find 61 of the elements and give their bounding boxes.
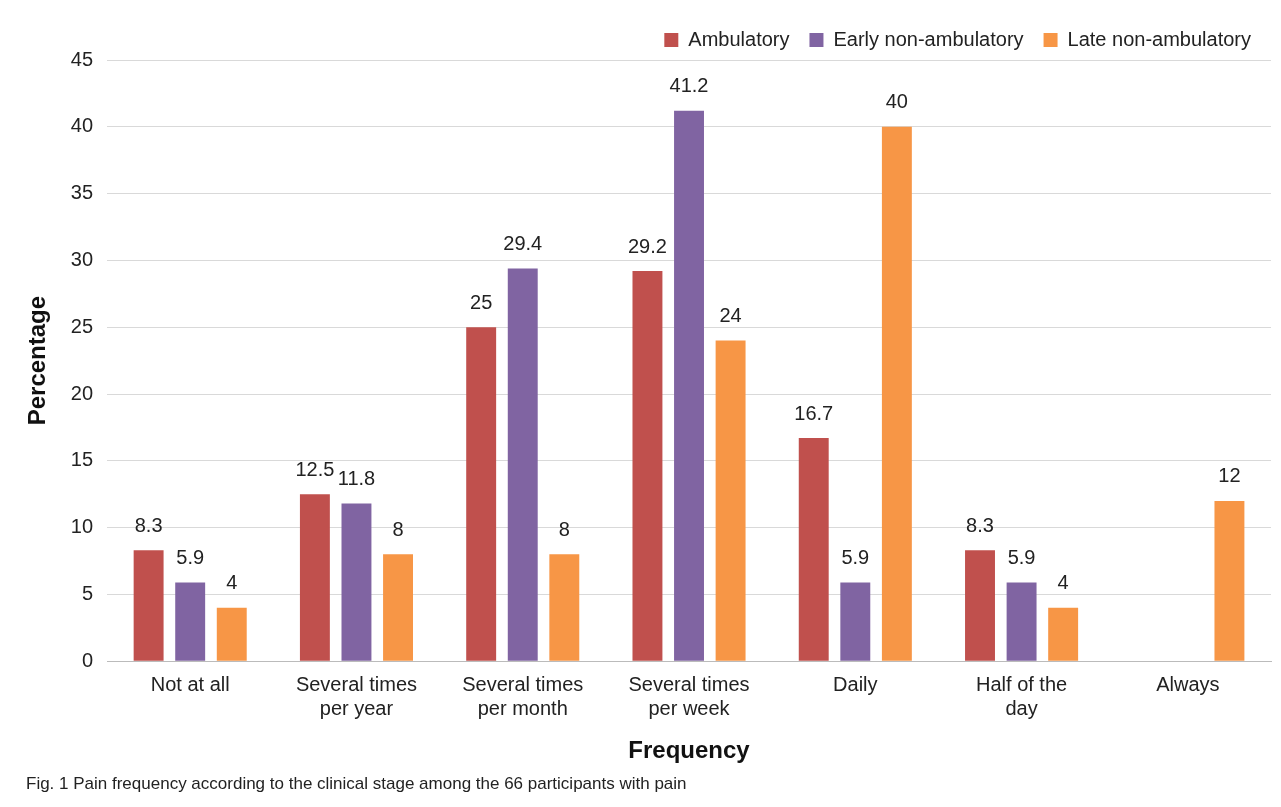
y-tick-label: 0 [81,648,94,671]
data-label: 24 [719,304,742,327]
bar [383,554,413,661]
data-label: 29.2 [627,234,667,257]
x-tick-label: Half of the day [976,672,1068,719]
caption: Fig. 1 Pain frequency according to the clinical stage among the 66 participants with pain [26,774,687,794]
bar [1214,500,1245,661]
x-tick-label: Not at all [150,672,230,695]
data-label: 16.7 [794,401,834,424]
bar [881,126,912,661]
bar [632,271,663,661]
data-label: 25 [470,290,493,313]
y-tick-label: 45 [70,47,94,70]
y-tick-label: 10 [70,515,94,538]
y-tick-label: 25 [70,314,94,337]
bar [798,438,829,661]
data-label: 29.4 [503,231,543,254]
data-label: 8.3 [134,513,163,536]
bar [1048,607,1079,661]
bar [133,550,164,661]
bar [466,327,497,661]
bar [965,550,995,661]
y-tick-label: 15 [70,448,94,471]
data-label: 40 [885,90,908,113]
x-axis-title: Frequency [628,736,751,764]
data-label: 4 [226,571,238,594]
data-label: 12.5 [295,457,335,480]
y-tick-label: 35 [70,181,94,204]
data-label: 12 [1218,464,1241,487]
data-label: 5.9 [1007,545,1036,568]
bar [507,268,538,661]
bar [299,494,330,661]
bar [674,110,704,661]
data-label: 11.8 [337,467,376,490]
bar [549,554,580,661]
bar [216,607,247,661]
bar [840,582,871,661]
x-tick-label: Daily [833,672,878,695]
legend-label: Early non-ambulatory [833,27,1024,50]
y-tick-label: 5 [81,581,94,604]
y-axis-title: Percentage [23,295,51,426]
data-label: 4 [1057,571,1069,594]
legend-label: Ambulatory [688,27,790,50]
bar [341,503,372,661]
x-tick-label: Several times per year [295,672,418,719]
bar [175,582,206,661]
x-tick-label: Always [1156,672,1220,695]
data-label: 5.9 [841,545,870,568]
legend-label: Late non-ambulatory [1067,27,1252,50]
y-tick-label: 20 [70,381,94,404]
data-label: 8 [558,517,570,540]
data-label: 41.2 [669,74,709,97]
data-label: 8.3 [966,513,994,536]
bar [1006,582,1037,661]
x-tick-label: Several times per week [628,672,750,719]
y-tick-label: 30 [70,247,94,270]
data-label: 8 [392,517,404,540]
data-label: 5.9 [176,545,205,568]
x-tick-label: Several times per month [462,672,584,719]
bar [715,340,746,661]
y-tick-label: 40 [70,114,94,137]
